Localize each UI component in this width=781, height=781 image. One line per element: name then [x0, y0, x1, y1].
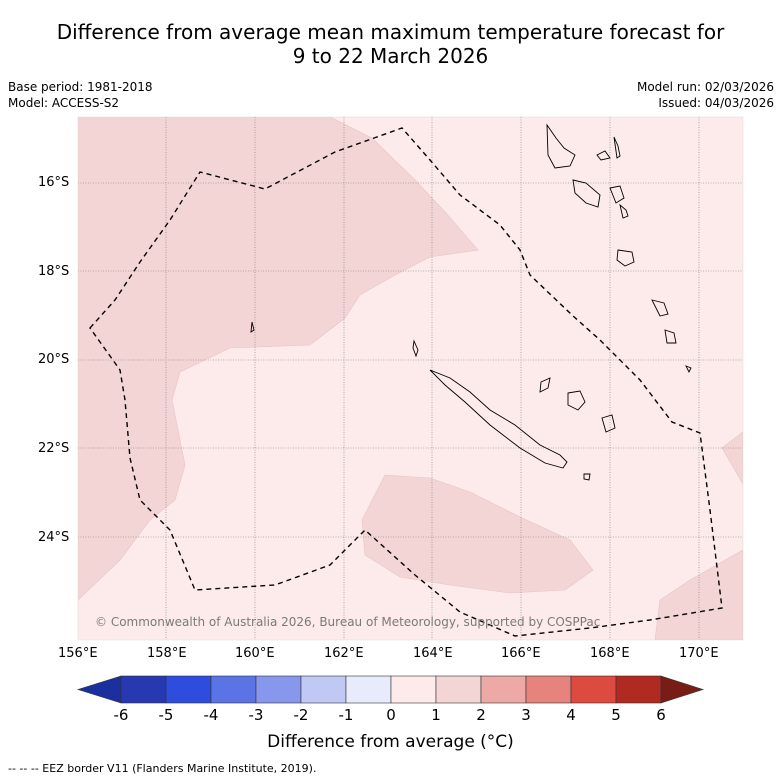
anomaly-region-west: [78, 117, 479, 601]
lon-label-170e: 170°E: [679, 646, 719, 661]
lon-label-162e: 162°E: [324, 646, 364, 661]
lon-label-168e: 168°E: [590, 646, 630, 661]
coastlines: [250, 123, 692, 481]
colorbar-tick: 5: [611, 706, 621, 724]
shepherd-islands-coast: [619, 203, 629, 219]
eez-legend-footer: -- -- -- EEZ border V11 (Flanders Marine…: [8, 762, 317, 775]
efate-coast: [609, 185, 625, 204]
colorbar-swatch: [390, 675, 437, 704]
colorbar-extend-low: [76, 675, 122, 704]
colorbar-label: Difference from average (°C): [267, 732, 514, 752]
base-period: Base period: 1981-2018: [8, 80, 153, 94]
lat-label-24s: 24°S: [38, 530, 70, 545]
colorbar-tick: 2: [476, 706, 486, 724]
tanna-coast: [651, 299, 669, 317]
isle-of-pines-coast: [583, 473, 591, 481]
lat-label-22s: 22°S: [38, 441, 70, 456]
colorbar-swatch: [120, 675, 167, 704]
colorbar-swatch: [210, 675, 257, 704]
belep-island-coast: [412, 339, 419, 358]
loyalty-mare-coast: [601, 414, 616, 433]
model-run: Model run: 02/03/2026: [636, 80, 774, 94]
colorbar-tick: -4: [203, 706, 219, 724]
chart-title-line1: Difference from average mean maximum tem…: [56, 20, 725, 44]
anatom-coast: [664, 329, 677, 344]
colorbar-tick: 0: [386, 706, 396, 724]
colorbar-swatch: [435, 675, 482, 704]
espiritu-santo-coast: [546, 123, 576, 169]
ambae-coast: [596, 150, 611, 161]
colorbar-tick: -6: [113, 706, 129, 724]
lon-label-160e: 160°E: [235, 646, 275, 661]
issued-date: Issued: 04/03/2026: [658, 96, 774, 110]
lon-label-158e: 158°E: [147, 646, 187, 661]
meta-left: Base period: 1981-2018 Model: ACCESS-S2: [8, 79, 153, 111]
hunter-island-coast: [685, 365, 692, 374]
anomaly-region-south: [361, 474, 594, 594]
lat-label-16s: 16°S: [38, 175, 70, 190]
colorbar-tick: -2: [293, 706, 309, 724]
eez-border: [89, 127, 723, 637]
colorbar-swatch: [255, 675, 302, 704]
meta-right: Model run: 02/03/2026 Issued: 04/03/2026: [637, 79, 774, 111]
chart-title-line2: 9 to 22 March 2026: [292, 44, 489, 68]
lon-label-166e: 166°E: [501, 646, 541, 661]
graticule: [78, 117, 743, 640]
colorbar-extend-high: [660, 675, 704, 704]
colorbar-swatch: [570, 675, 617, 704]
chesterfield-islet-coast: [250, 321, 255, 333]
colorbar-swatch: [165, 675, 212, 704]
colorbar-tick: 1: [431, 706, 441, 724]
colorbar-tick: -1: [338, 706, 354, 724]
colorbar-tick: 4: [566, 706, 576, 724]
loyalty-ouvea-coast: [539, 377, 551, 393]
colorbar-tick: 3: [521, 706, 531, 724]
colorbar-swatch: [300, 675, 347, 704]
colorbar-swatch: [615, 675, 662, 704]
colorbar: [76, 675, 704, 704]
lon-label-164e: 164°E: [413, 646, 453, 661]
colorbar-tick: -5: [158, 706, 174, 724]
colorbar-tick: -3: [248, 706, 264, 724]
lat-label-18s: 18°S: [38, 264, 70, 279]
model-name: Model: ACCESS-S2: [8, 96, 120, 110]
colorbar-swatch: [345, 675, 392, 704]
malakula-coast: [572, 179, 601, 208]
colorbar-swatch: [525, 675, 572, 704]
new-caledonia-coast: [429, 369, 568, 469]
map-frame: [77, 116, 744, 641]
colorbar-swatch: [480, 675, 527, 704]
erromango-coast: [616, 249, 635, 267]
maewo-coast: [613, 136, 621, 159]
anomaly-region-east: [721, 431, 743, 485]
lat-label-20s: 20°S: [38, 352, 70, 367]
lon-label-156e: 156°E: [58, 646, 98, 661]
loyalty-lifou-coast: [567, 390, 586, 411]
copyright-notice: © Commonwealth of Australia 2026, Bureau…: [95, 615, 601, 629]
colorbar-tick: 6: [656, 706, 666, 724]
